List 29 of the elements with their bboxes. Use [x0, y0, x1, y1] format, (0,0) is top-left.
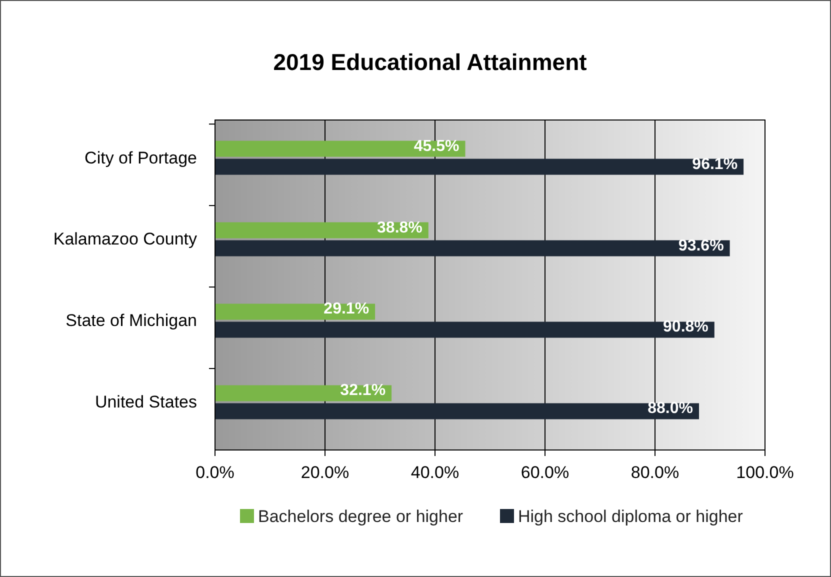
y-tick-label: State of Michigan [66, 311, 197, 330]
x-tick-label: 20.0% [300, 463, 350, 482]
data-label: 96.1% [692, 156, 738, 173]
data-label: 90.8% [663, 318, 708, 336]
bar [215, 240, 730, 256]
x-tick-label: 40.0% [410, 463, 460, 482]
data-label: 45.5% [414, 138, 460, 155]
x-tick-label: 60.0% [520, 463, 570, 482]
bar [215, 322, 714, 338]
bar [215, 140, 466, 157]
legend-label: High school diploma or higher [518, 507, 744, 526]
x-tick-label: 80.0% [630, 463, 680, 482]
data-label: 38.8% [377, 219, 422, 236]
data-label: 88.0% [648, 400, 693, 418]
x-tick-label: 100.0% [736, 463, 794, 482]
legend-label: Bachelors degree or higher [258, 507, 464, 526]
x-tick-label: 0.0% [196, 463, 234, 482]
data-label: 32.1% [340, 382, 386, 400]
bar [215, 222, 428, 238]
data-label: 29.1% [324, 300, 370, 318]
chart-title: 2019 Educational Attainment [273, 49, 588, 75]
bar [215, 158, 744, 175]
y-tick-label: City of Portage [84, 148, 197, 168]
data-label: 93.6% [678, 237, 724, 254]
bar [215, 403, 699, 420]
bar [215, 385, 392, 402]
bar [215, 304, 376, 320]
y-tick-label: Kalamazoo County [53, 230, 198, 249]
y-tick-label: United States [94, 392, 197, 412]
